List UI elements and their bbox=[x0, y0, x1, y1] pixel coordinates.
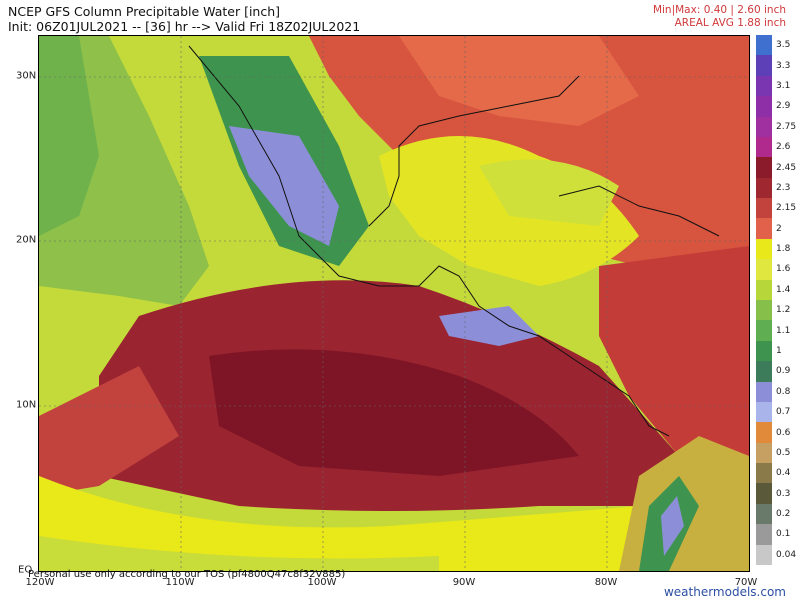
lon-label-70w: 70W bbox=[734, 577, 758, 588]
colorbar-value-label: 1 bbox=[776, 345, 782, 356]
lat-label-20n: 20N bbox=[16, 234, 37, 246]
colorbar-value-label: 2.6 bbox=[776, 142, 791, 153]
colorbar-swatch bbox=[756, 198, 772, 219]
colorbar-value-label: 0.4 bbox=[776, 468, 791, 479]
colorbar-swatch bbox=[756, 279, 772, 301]
colorbar-swatch bbox=[756, 320, 772, 342]
colorbar-value-label: 2.15 bbox=[776, 203, 797, 214]
precipitable-water-map bbox=[38, 35, 750, 572]
lon-label-100w: 100W bbox=[307, 577, 337, 588]
field-green-deep bbox=[39, 36, 99, 236]
colorbar-swatch bbox=[756, 300, 772, 321]
colorbar-swatch bbox=[756, 116, 772, 138]
colorbar bbox=[756, 35, 772, 566]
colorbar-swatch bbox=[756, 136, 772, 158]
lon-label-80w: 80W bbox=[594, 577, 618, 588]
field-yellow-green-gulf bbox=[479, 159, 619, 226]
lon-label-90w: 90W bbox=[452, 577, 476, 588]
colorbar-swatch bbox=[756, 75, 772, 97]
colorbar-value-label: 0.3 bbox=[776, 488, 791, 499]
colorbar-swatch bbox=[756, 503, 772, 525]
colorbar-swatch bbox=[756, 544, 772, 566]
colorbar-swatch bbox=[756, 483, 772, 505]
colorbar-swatch bbox=[756, 524, 772, 546]
graticule bbox=[39, 36, 749, 571]
colorbar-swatch bbox=[756, 361, 772, 383]
colorbar-value-label: 2.45 bbox=[776, 162, 797, 173]
lon-label-120w: 120W bbox=[25, 577, 55, 588]
colorbar-value-label: 0.2 bbox=[776, 509, 791, 520]
colorbar-swatch bbox=[756, 157, 772, 179]
colorbar-swatch bbox=[756, 422, 772, 444]
field-red-west bbox=[39, 366, 179, 496]
colorbar-value-label: 0.9 bbox=[776, 366, 791, 377]
colorbar-swatch bbox=[756, 218, 772, 240]
colorbar-swatch bbox=[756, 35, 772, 56]
colorbar-value-label: 1.8 bbox=[776, 244, 791, 255]
colorbar-swatch bbox=[756, 238, 772, 260]
colorbar-swatch bbox=[756, 401, 772, 423]
colorbar-swatch bbox=[756, 177, 772, 199]
colorbar-value-label: 0.1 bbox=[776, 529, 791, 540]
colorbar-swatch bbox=[756, 259, 772, 281]
field-maroon-core bbox=[209, 349, 579, 476]
colorbar-value-label: 2.75 bbox=[776, 121, 797, 132]
colorbar-value-label: 2.9 bbox=[776, 101, 791, 112]
minmax-text: Min|Max: 0.40 | 2.60 inch bbox=[652, 4, 786, 16]
colorbar-value-label: 1.1 bbox=[776, 325, 791, 336]
field-centralam-plateau bbox=[439, 306, 539, 346]
chart-title-block: NCEP GFS Column Precipitable Water [inch… bbox=[8, 4, 360, 34]
lat-label-30n: 30N bbox=[16, 70, 37, 82]
field-yellow-south bbox=[39, 476, 639, 571]
field-orange-north bbox=[399, 36, 639, 126]
colorbar-value-label: 0.6 bbox=[776, 427, 791, 438]
colorbar-value-label: 0.8 bbox=[776, 386, 791, 397]
init-valid-line: Init: 06Z01JUL2021 -- [36] hr --> Valid … bbox=[8, 19, 361, 34]
colorbar-value-label: 1.4 bbox=[776, 284, 791, 295]
lon-label-110w: 110W bbox=[165, 577, 195, 588]
colorbar-value-label: 3.1 bbox=[776, 80, 791, 91]
colorbar-value-label: 1.6 bbox=[776, 264, 791, 275]
stats-block: Min|Max: 0.40 | 2.60 inch AREAL AVG 1.88… bbox=[653, 4, 786, 30]
areal-avg-text: AREAL AVG 1.88 inch bbox=[674, 17, 786, 29]
colorbar-value-label: 0.04 bbox=[776, 549, 797, 560]
field-andes-purple bbox=[661, 496, 684, 556]
caribbean-islands bbox=[558, 185, 720, 237]
lat-label-10n: 10N bbox=[16, 399, 37, 411]
lat-label-eq: EQ bbox=[18, 564, 33, 576]
map-field-svg bbox=[39, 36, 749, 571]
coastline bbox=[188, 45, 670, 437]
colorbar-swatch bbox=[756, 340, 772, 362]
colorbar-value-label: 2.3 bbox=[776, 182, 791, 193]
colorbar-swatch bbox=[756, 463, 772, 484]
colorbar-value-label: 0.5 bbox=[776, 447, 791, 458]
field-mexico-plateau bbox=[229, 126, 339, 246]
colorbar-value-label: 2 bbox=[776, 223, 782, 234]
site-credit[interactable]: weathermodels.com bbox=[663, 585, 786, 599]
colorbar-value-label: 1.2 bbox=[776, 305, 791, 316]
colorbar-value-label: 3.5 bbox=[776, 40, 791, 51]
colorbar-swatch bbox=[756, 96, 772, 118]
chart-title: NCEP GFS Column Precipitable Water [inch… bbox=[8, 4, 281, 19]
tos-disclaimer: Personal use only according to our TOS (… bbox=[28, 569, 346, 580]
colorbar-value-label: 0.7 bbox=[776, 407, 791, 418]
colorbar-value-label: 3.3 bbox=[776, 60, 791, 71]
colorbar-swatch bbox=[756, 442, 772, 464]
colorbar-swatch bbox=[756, 55, 772, 77]
field-yellowgreen-south bbox=[39, 536, 439, 571]
colorbar-swatch bbox=[756, 381, 772, 403]
